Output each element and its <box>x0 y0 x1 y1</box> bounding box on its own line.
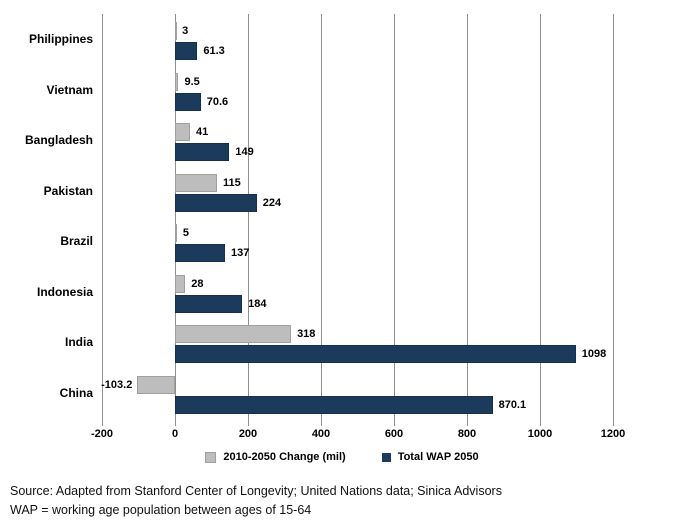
source-note: Source: Adapted from Stanford Center of … <box>10 482 502 520</box>
category-label: Pakistan <box>43 183 93 198</box>
category-label: China <box>59 385 93 400</box>
bar-change <box>175 173 217 192</box>
bar-value-label: 41 <box>195 126 209 138</box>
chart-legend: 2010-2050 Change (mil) Total WAP 2050 <box>0 451 684 463</box>
x-tick-label: 0 <box>171 428 179 440</box>
bar-wap <box>175 395 493 414</box>
bar-wap <box>175 42 198 60</box>
bar-value-label: 61.3 <box>203 45 225 57</box>
category-label: Bangladesh <box>24 133 93 147</box>
legend-swatch-wap-icon <box>381 452 391 462</box>
bar-value-label: 70.6 <box>206 95 229 108</box>
bar-value-label: 1098 <box>581 348 607 360</box>
bar-wap <box>175 143 230 161</box>
bar-value-label: 9.5 <box>184 75 200 88</box>
x-tick-label: 600 <box>384 428 404 440</box>
working-age-population-bar-chart: -200 0 200 400 600 800 1000 1200 Philippines Viet… <box>24 14 626 440</box>
x-tick-label: 1200 <box>600 428 626 440</box>
bar-change <box>175 22 177 40</box>
category-label: Vietnam <box>46 82 93 97</box>
legend-label-wap: Total WAP 2050 <box>397 451 479 463</box>
bar-value-label: -103.2 <box>101 378 133 391</box>
gridline <box>247 14 249 426</box>
bar-value-label: 137 <box>231 247 250 259</box>
bar-value-label: 870.1 <box>498 398 527 411</box>
category-label: Brazil <box>60 234 93 248</box>
gridline <box>612 14 614 426</box>
category-label: Philippines <box>28 32 93 46</box>
bar-wap <box>175 244 225 262</box>
bar-value-label: 224 <box>262 196 282 209</box>
legend-swatch-change-icon <box>205 451 217 463</box>
source-line-1: Source: Adapted from Stanford Center of … <box>10 484 502 498</box>
legend-item-change: 2010-2050 Change (mil) <box>205 451 346 463</box>
bar-value-label: 28 <box>191 277 204 290</box>
x-tick-label: 200 <box>238 428 258 440</box>
bar-change <box>175 274 186 293</box>
bar-wap <box>175 345 576 363</box>
category-label: India <box>64 335 93 349</box>
x-tick-label: 1000 <box>527 428 553 440</box>
bar-value-label: 184 <box>248 297 267 310</box>
bar-value-label: 115 <box>222 176 241 189</box>
bar-wap <box>175 92 201 111</box>
gridline <box>466 14 468 426</box>
bar-value-label: 5 <box>182 227 189 239</box>
gridline <box>174 14 176 426</box>
bar-wap <box>175 294 243 313</box>
category-label: Indonesia <box>36 284 93 299</box>
bar-value-label: 3 <box>182 25 189 37</box>
legend-item-wap: Total WAP 2050 <box>381 451 479 463</box>
source-line-2: WAP = working age population between age… <box>10 503 312 517</box>
legend-label-change: 2010-2050 Change (mil) <box>223 451 346 463</box>
x-tick-label: 800 <box>457 428 477 440</box>
x-tick-label: -200 <box>90 428 114 440</box>
bar-change <box>137 375 175 394</box>
gridline <box>101 14 103 426</box>
gridline <box>320 14 322 426</box>
bar-change <box>175 325 292 343</box>
gridline <box>393 14 395 426</box>
bar-change <box>175 72 179 91</box>
bar-value-label: 149 <box>235 146 254 158</box>
bar-wap <box>175 193 257 212</box>
gridline <box>539 14 541 426</box>
bar-value-label: 318 <box>297 328 316 340</box>
x-tick-label: 400 <box>311 428 331 440</box>
bar-change <box>175 224 177 242</box>
bar-change <box>175 123 190 141</box>
